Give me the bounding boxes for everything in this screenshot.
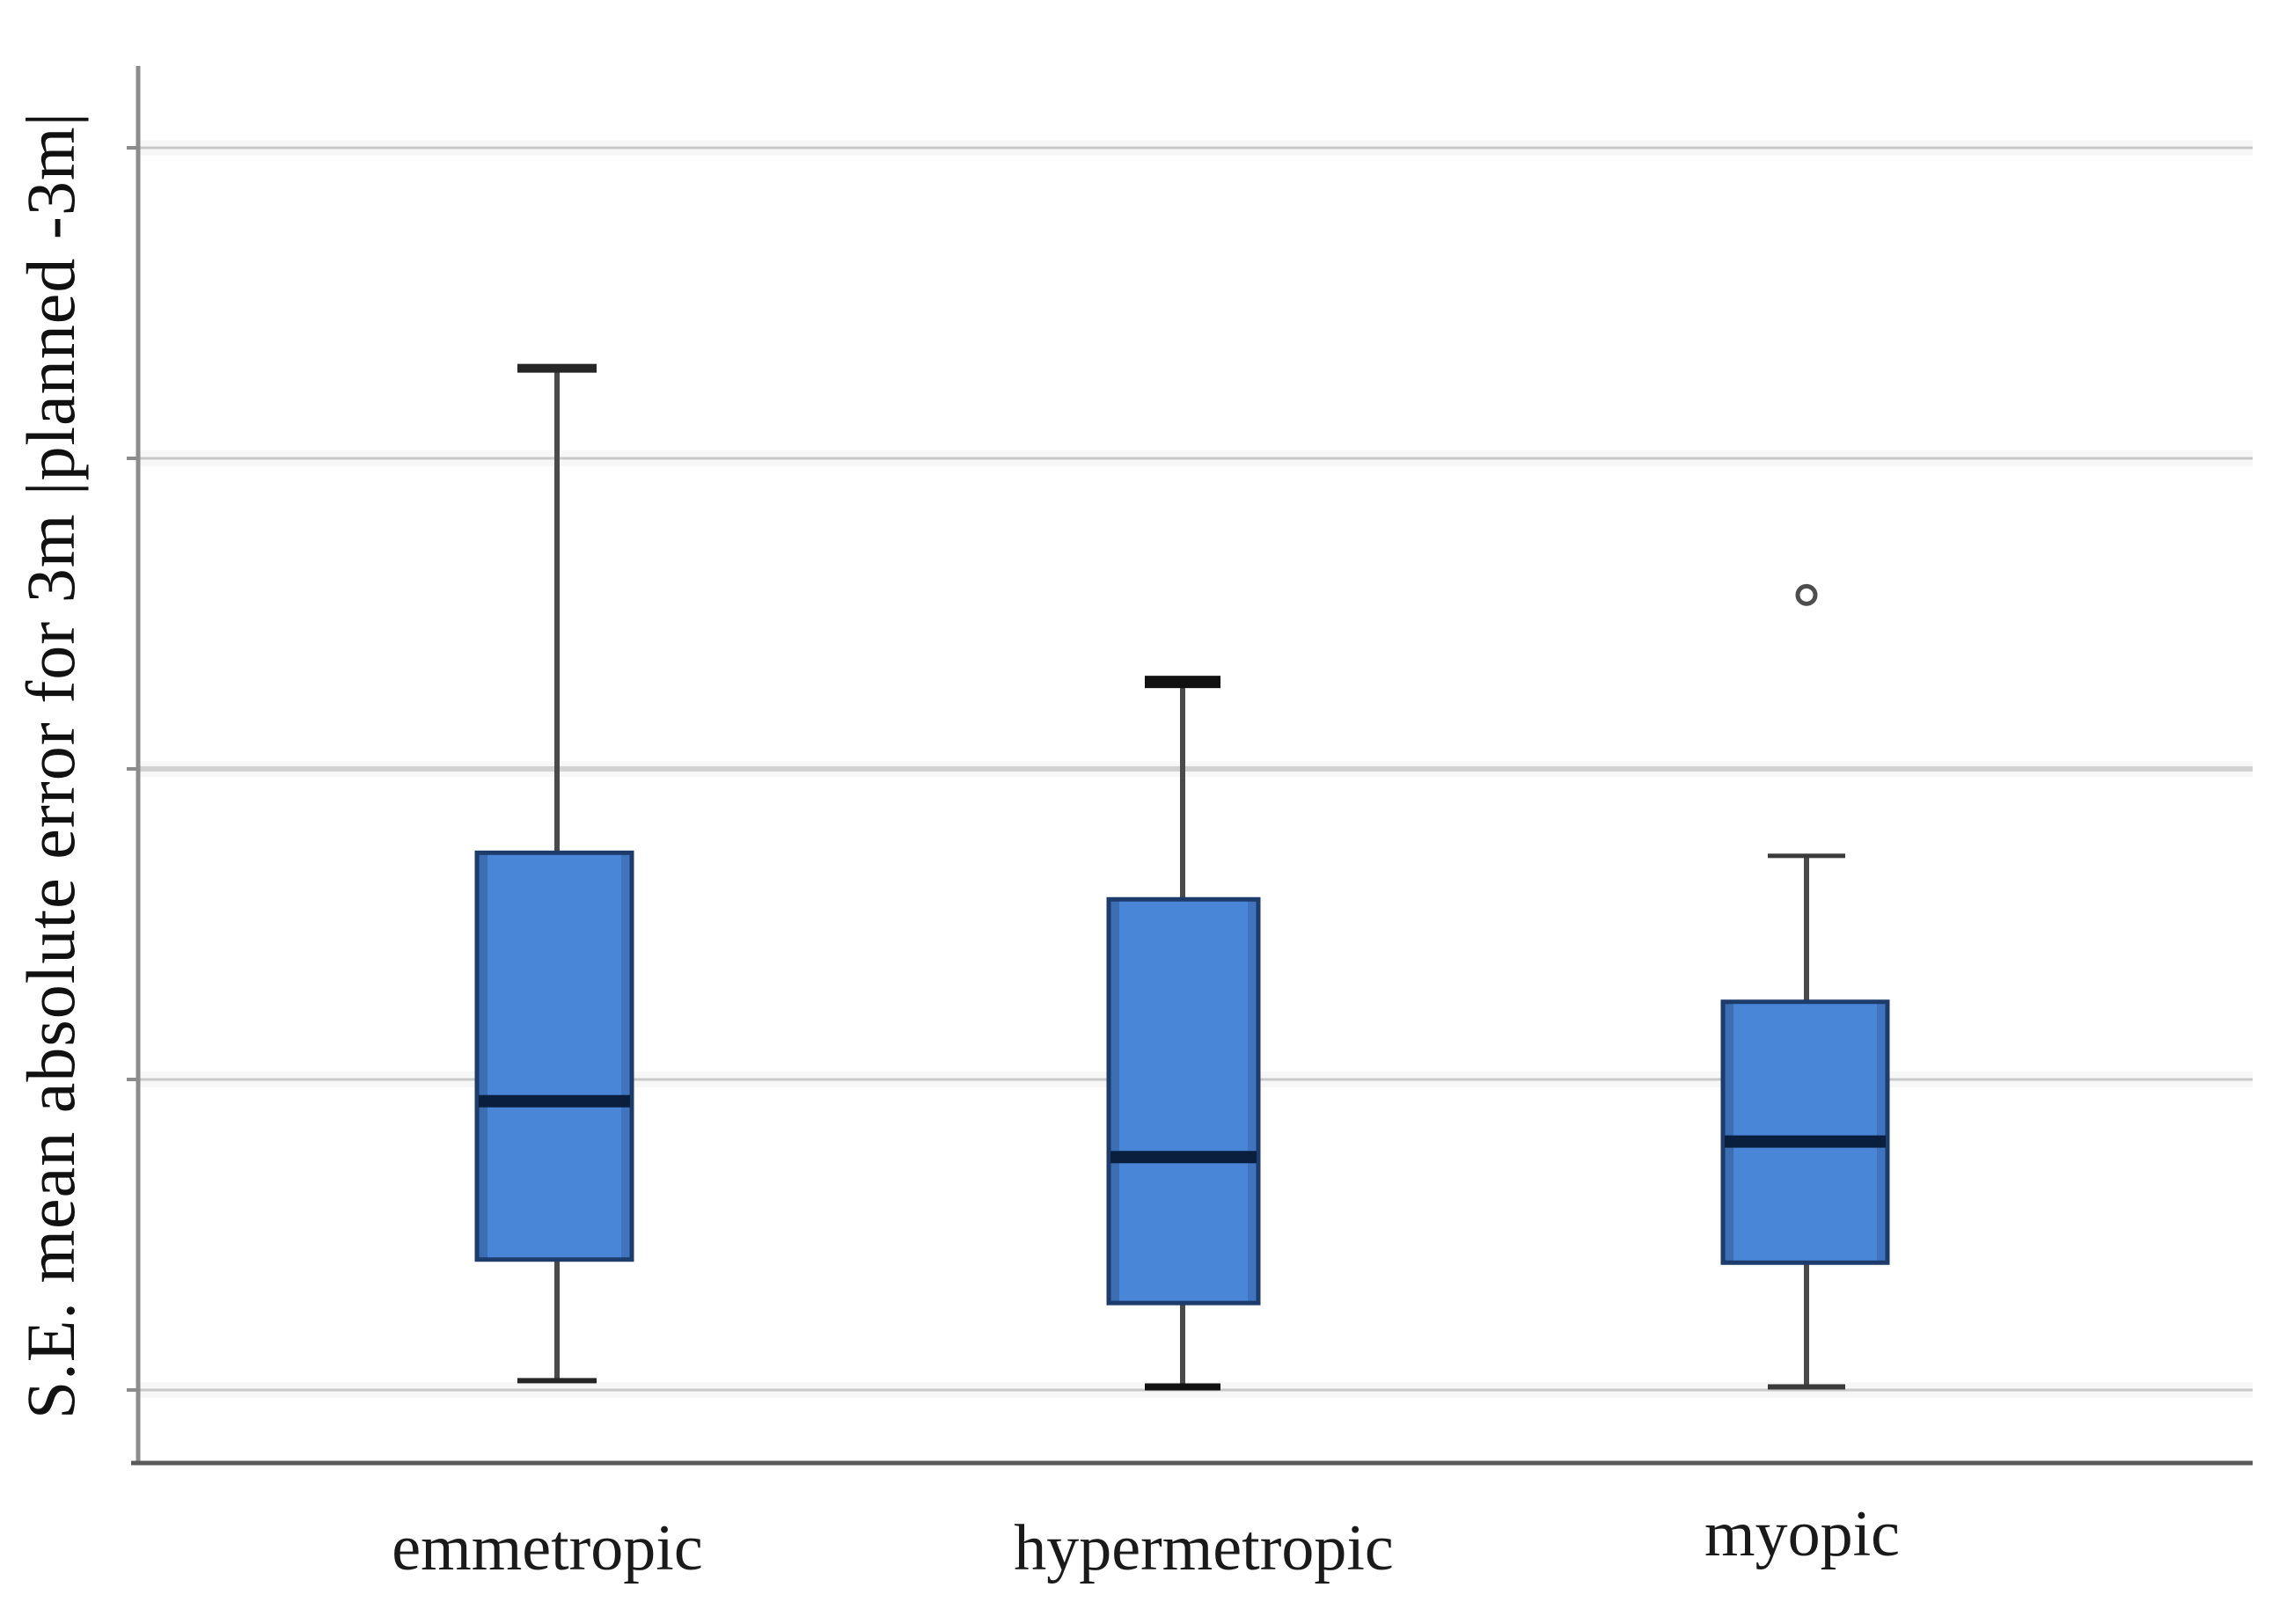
outlier-point-myopic: [1795, 583, 1818, 606]
box-shade-right: [1248, 901, 1257, 1302]
box-shade-right: [621, 854, 630, 1258]
median-myopic: [1725, 1135, 1886, 1148]
box-emmetropic: [474, 850, 634, 1262]
box-shade-left: [1110, 901, 1119, 1302]
box-shade-left: [479, 854, 487, 1258]
whisker-cap-top-hypermetropic: [1145, 676, 1220, 689]
box-shade-left: [1725, 1003, 1733, 1262]
x-tick-label-myopic: myopic: [1704, 1498, 1900, 1570]
x-tick-label-emmetropic: emmetropic: [392, 1512, 703, 1584]
box-shade-right: [1877, 1003, 1886, 1262]
x-tick-label-hypermetropic: hypermetropic: [1014, 1512, 1394, 1584]
box-myopic: [1720, 999, 1890, 1265]
whisker-cap-bottom-emmetropic: [517, 1378, 597, 1384]
whisker-cap-top-myopic: [1768, 853, 1845, 859]
whisker-cap-top-emmetropic: [517, 363, 597, 373]
whisker-cap-bottom-hypermetropic: [1145, 1383, 1220, 1391]
whisker-cap-bottom-myopic: [1768, 1384, 1845, 1390]
median-hypermetropic: [1110, 1151, 1257, 1164]
box-hypermetropic: [1106, 896, 1261, 1306]
median-emmetropic: [479, 1094, 630, 1108]
y-axis-title: S.E. mean absolute error for 3m |planned…: [12, 111, 89, 1420]
